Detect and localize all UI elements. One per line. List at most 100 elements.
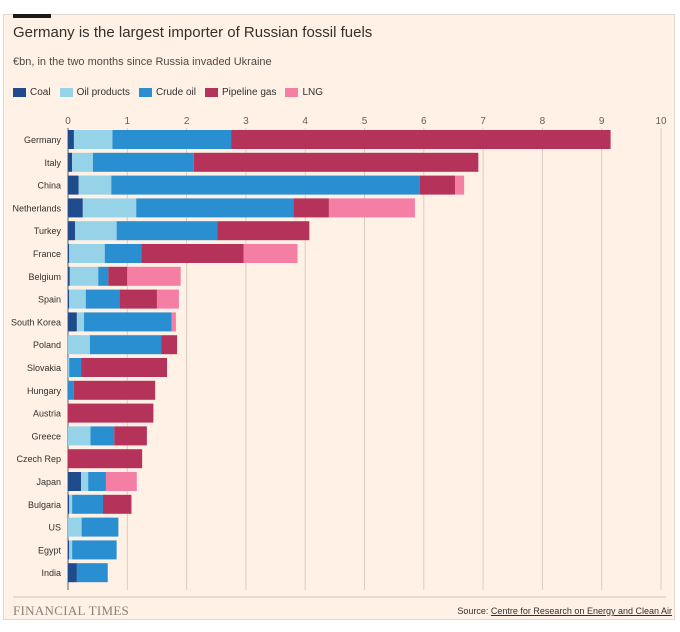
bar-segment-greece-pipeline-gas: [114, 426, 147, 446]
bar-segment-poland-crude-oil: [89, 335, 162, 355]
bar-segment-belgium-lng: [127, 266, 181, 286]
category-label: Germany: [24, 135, 62, 145]
bar-segment-egypt-crude-oil: [72, 540, 117, 560]
category-label: Egypt: [38, 545, 62, 555]
category-label: India: [41, 568, 61, 578]
bar-segment-spain-pipeline-gas: [119, 289, 157, 309]
bar-segment-slovakia-pipeline-gas: [81, 358, 168, 377]
bar-segment-egypt-oil-products: [69, 540, 73, 560]
bar-segment-japan-lng: [105, 472, 137, 491]
bar-segment-belgium-coal: [68, 266, 70, 286]
bar-segment-netherlands-pipeline-gas: [293, 198, 329, 218]
bar-segment-poland-pipeline-gas: [161, 335, 178, 355]
bar-segment-italy-pipeline-gas: [193, 152, 479, 172]
bar-segment-netherlands-lng: [328, 198, 415, 218]
bar-segment-italy-crude-oil: [92, 152, 194, 172]
legend-label: Coal: [30, 87, 51, 98]
bar-segment-slovakia-oil-products: [68, 358, 70, 377]
bar-segment-germany-crude-oil: [112, 130, 232, 149]
bar-segment-india-crude-oil: [76, 563, 108, 583]
bar-segment-south-korea-lng: [171, 312, 176, 332]
category-label: Poland: [33, 340, 61, 350]
x-tick-label: 5: [362, 116, 368, 127]
bar-segment-greece-oil-products: [68, 426, 91, 446]
x-tick-label: 4: [302, 116, 308, 127]
legend-item-pipeline-gas: Pipeline gas: [204, 87, 277, 98]
legend-label: LNG: [302, 87, 324, 98]
category-label: Slovakia: [27, 363, 61, 373]
legend-item-coal: Coal: [13, 87, 51, 98]
bar-segment-china-oil-products: [78, 175, 112, 195]
bar-segment-italy-coal: [68, 152, 73, 172]
chart-title: Germany is the largest importer of Russi…: [13, 24, 373, 41]
legend-swatch: [59, 88, 73, 97]
bar-segment-china-crude-oil: [111, 175, 420, 195]
bar-segment-netherlands-oil-products: [82, 198, 137, 218]
category-label: China: [37, 181, 61, 191]
x-tick-label: 0: [65, 116, 71, 127]
bar-segment-china-pipeline-gas: [419, 175, 456, 195]
bar-segment-india-coal: [68, 563, 77, 583]
bar-segment-greece-crude-oil: [90, 426, 115, 446]
bar-segment-france-crude-oil: [104, 244, 142, 263]
bar-segment-spain-oil-products: [69, 289, 86, 309]
chart-subtitle: €bn, in the two months since Russia inva…: [13, 56, 272, 68]
legend-swatch: [204, 88, 218, 97]
category-label: Spain: [38, 295, 61, 305]
category-label: Netherlands: [12, 203, 61, 213]
bar-segment-spain-lng: [156, 289, 179, 309]
bar-segment-egypt-coal: [68, 540, 70, 560]
bar-segment-netherlands-crude-oil: [136, 198, 294, 218]
bar-segment-south-korea-oil-products: [76, 312, 85, 332]
bar-segment-south-korea-coal: [68, 312, 77, 332]
legend-label: Oil products: [76, 87, 130, 98]
category-label: Turkey: [34, 226, 62, 236]
bar-segment-belgium-oil-products: [69, 266, 99, 286]
bar-segment-poland-oil-products: [68, 335, 90, 355]
bar-segment-turkey-pipeline-gas: [217, 221, 310, 241]
legend-label: Crude oil: [155, 87, 196, 98]
x-tick-label: 7: [480, 116, 486, 127]
ft-logo: FINANCIAL TIMES: [13, 603, 130, 618]
bar-segment-us-crude-oil: [81, 517, 119, 537]
bar-segment-germany-pipeline-gas: [231, 130, 611, 149]
bar-segment-us-oil-products: [68, 517, 82, 537]
legend-swatch: [285, 88, 299, 97]
bar-segment-hungary-pipeline-gas: [73, 380, 156, 400]
bar-segment-bulgaria-pipeline-gas: [102, 494, 132, 514]
bar-segment-japan-oil-products: [81, 472, 89, 491]
bar-segment-france-oil-products: [69, 244, 105, 263]
category-label: Italy: [44, 158, 61, 168]
bar-segment-spain-coal: [68, 289, 70, 309]
legend-item-oil-products: Oil products: [59, 87, 130, 98]
category-label: Hungary: [27, 386, 62, 396]
x-tick-label: 2: [184, 116, 190, 127]
category-label: Bulgaria: [28, 500, 61, 510]
bar-segment-spain-crude-oil: [85, 289, 120, 309]
x-tick-label: 1: [125, 116, 131, 127]
legend-label: Pipeline gas: [221, 87, 277, 98]
bar-segment-netherlands-coal: [68, 198, 83, 218]
bar-segment-japan-crude-oil: [88, 472, 106, 491]
bar-segment-france-pipeline-gas: [141, 244, 244, 263]
category-label: US: [48, 523, 61, 533]
category-label: Austria: [33, 409, 61, 419]
x-tick-label: 10: [655, 116, 667, 127]
category-label: South Korea: [11, 317, 61, 327]
bar-segment-belgium-pipeline-gas: [108, 266, 128, 286]
bar-segment-turkey-coal: [68, 221, 76, 241]
bar-segment-germany-oil-products: [73, 130, 113, 149]
bar-segment-slovakia-crude-oil: [69, 358, 82, 377]
legend-item-lng: LNG: [285, 87, 323, 98]
bar-segment-italy-oil-products: [72, 152, 93, 172]
legend: Coal Oil products Crude oil Pipeline gas LNG: [13, 87, 332, 98]
bar-segment-germany-coal: [68, 130, 74, 149]
category-label: Czech Rep: [16, 454, 61, 464]
legend-swatch: [13, 88, 26, 97]
legend-swatch: [138, 88, 152, 97]
bar-segment-czech-rep-pipeline-gas: [68, 449, 143, 469]
source-link[interactable]: Centre for Research on Energy and Clean …: [490, 606, 672, 616]
x-tick-label: 3: [243, 116, 249, 127]
x-tick-label: 8: [540, 116, 546, 127]
